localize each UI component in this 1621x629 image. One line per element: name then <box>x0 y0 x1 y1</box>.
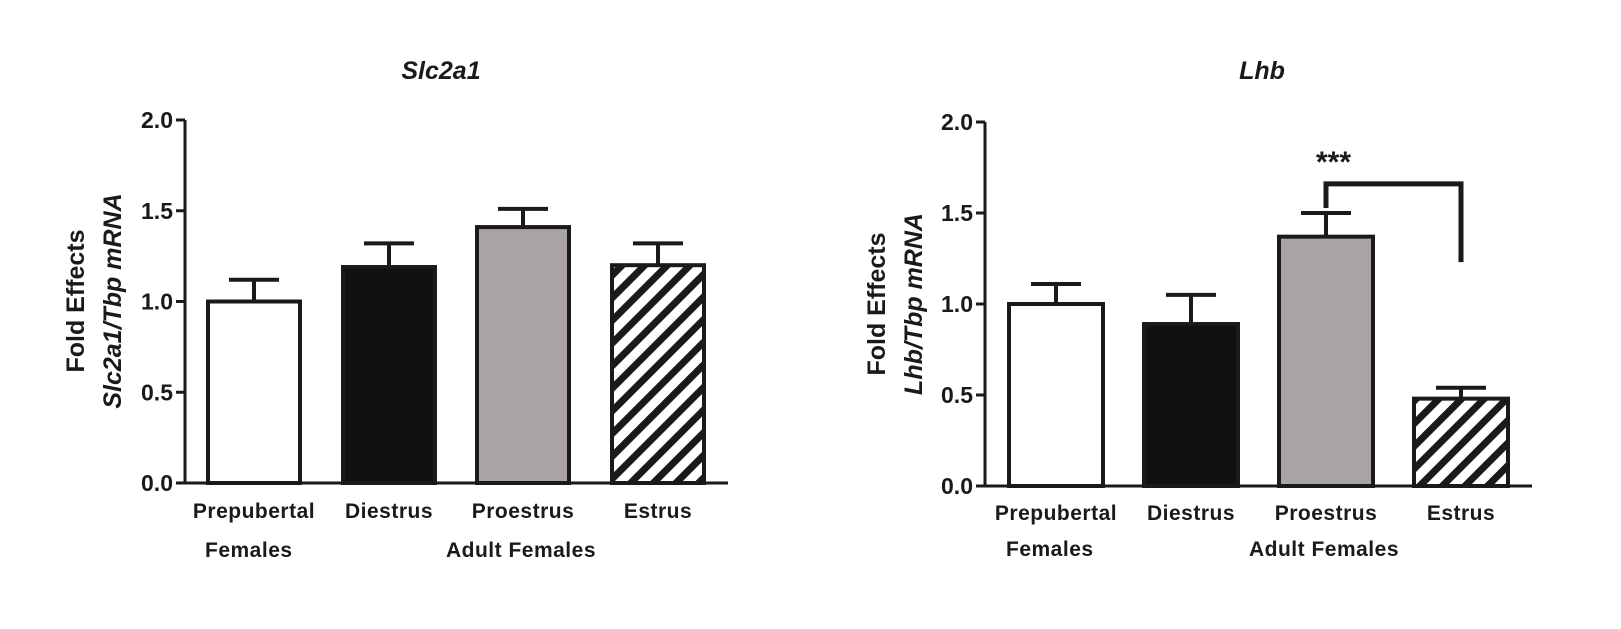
y-tick-label: 2.0 <box>141 107 173 133</box>
chart-slc2a1: Slc2a1 Fold Effects Slc2a1/Tbp mRNA 0.0 0… <box>62 57 728 562</box>
y-tick-label: 0.0 <box>941 473 973 499</box>
bar-estrus <box>610 263 706 486</box>
bar-proestrus <box>475 225 571 485</box>
y-axis-label-line2: Slc2a1/Tbp mRNA <box>99 193 127 408</box>
chart-title: Lhb <box>1239 57 1285 85</box>
y-axis-label-line2: Lhb/Tbp mRNA <box>900 213 928 395</box>
category-label: Prepubertal <box>995 502 1117 525</box>
group-label: Females <box>1006 538 1094 561</box>
category-label: Estrus <box>624 500 692 523</box>
y-axis-label-line1: Fold Effects <box>62 229 90 372</box>
chart-title: Slc2a1 <box>401 57 480 85</box>
category-label: Prepubertal <box>193 500 315 523</box>
group-label: Adult Females <box>1249 538 1399 561</box>
bar-estrus <box>1412 396 1510 489</box>
bar-prepubertal <box>206 299 302 485</box>
chart-lhb: Lhb Fold Effects Lhb/Tbp mRNA 0.0 0.5 1.0 1… <box>863 57 1532 561</box>
group-label: Females <box>205 539 293 562</box>
category-label: Proestrus <box>1275 502 1378 525</box>
significance-bracket <box>1323 181 1464 263</box>
category-label: Diestrus <box>345 500 433 523</box>
category-label: Proestrus <box>472 500 575 523</box>
y-tick-label: 0.5 <box>141 379 173 405</box>
bar-diestrus <box>341 265 437 486</box>
category-label: Estrus <box>1427 502 1495 525</box>
y-tick-label: 0.5 <box>941 382 973 408</box>
y-tick-label: 1.5 <box>141 198 173 224</box>
y-axis-label-line1: Fold Effects <box>863 232 891 375</box>
y-tick-label: 0.0 <box>141 470 173 496</box>
group-label: Adult Females <box>446 539 596 562</box>
category-label: Diestrus <box>1147 502 1235 525</box>
y-tick-label: 1.0 <box>141 289 173 315</box>
y-tick-label: 1.0 <box>941 291 973 317</box>
bar-proestrus <box>1277 234 1375 488</box>
bar-prepubertal <box>1007 302 1105 488</box>
significance-label: *** <box>1316 146 1351 179</box>
y-tick-label: 1.5 <box>941 200 973 226</box>
bar-diestrus <box>1142 322 1240 488</box>
y-tick-label: 2.0 <box>941 109 973 135</box>
